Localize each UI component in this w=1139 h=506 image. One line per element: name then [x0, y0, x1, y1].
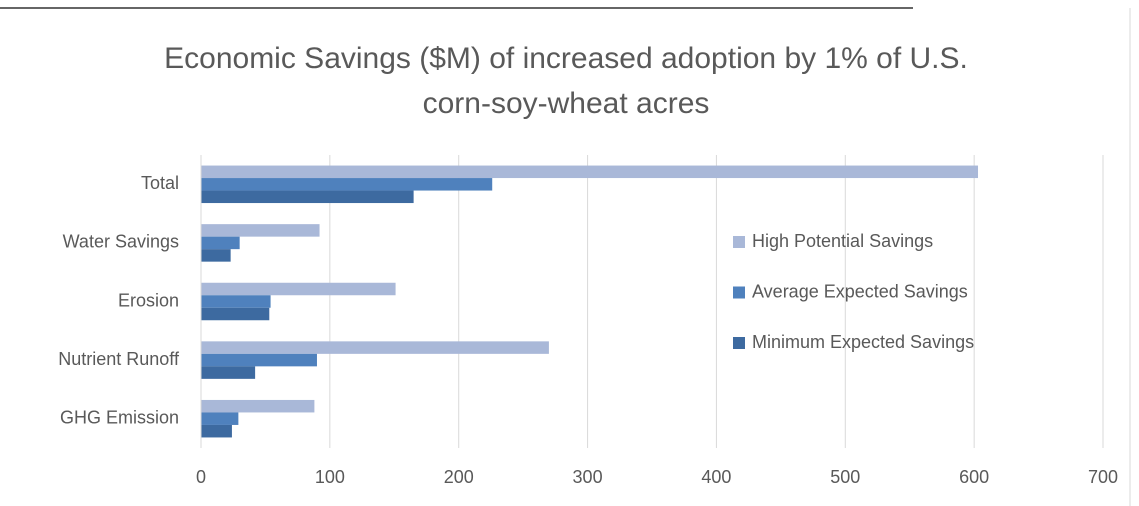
y-tick-label: Erosion	[118, 290, 179, 310]
x-tick-label: 300	[573, 467, 603, 487]
legend-swatch	[733, 236, 745, 248]
x-tick-label: 100	[315, 467, 345, 487]
legend-label: Average Expected Savings	[752, 281, 968, 301]
bar	[201, 236, 240, 250]
y-tick-label: Water Savings	[63, 232, 179, 252]
bar	[201, 399, 315, 413]
bar	[201, 190, 414, 204]
bar	[201, 412, 239, 425]
bar	[201, 366, 256, 379]
chart-title: Economic Savings ($M) of increased adopt…	[164, 42, 968, 120]
legend-swatch	[733, 337, 745, 349]
bar	[201, 341, 549, 354]
y-tick-label: Nutrient Runoff	[58, 349, 180, 369]
x-tick-label: 500	[830, 467, 860, 487]
x-tick-label: 200	[444, 467, 474, 487]
x-tick-label: 400	[701, 467, 731, 487]
legend-label: High Potential Savings	[752, 231, 933, 251]
legend-label: Minimum Expected Savings	[752, 332, 974, 352]
x-tick-label: 600	[959, 467, 989, 487]
bar	[201, 353, 317, 367]
x-tick-label: 700	[1088, 467, 1118, 487]
bar	[201, 307, 270, 321]
bar	[201, 249, 231, 262]
y-tick-label: Total	[141, 173, 179, 193]
bar	[201, 282, 396, 296]
bar	[201, 165, 979, 179]
bar	[201, 178, 493, 191]
bar	[201, 424, 232, 438]
legend-swatch	[733, 286, 745, 299]
bar	[201, 295, 271, 308]
y-tick-label: GHG Emission	[60, 407, 179, 427]
bar	[201, 224, 320, 237]
x-tick-label: 0	[196, 467, 206, 487]
